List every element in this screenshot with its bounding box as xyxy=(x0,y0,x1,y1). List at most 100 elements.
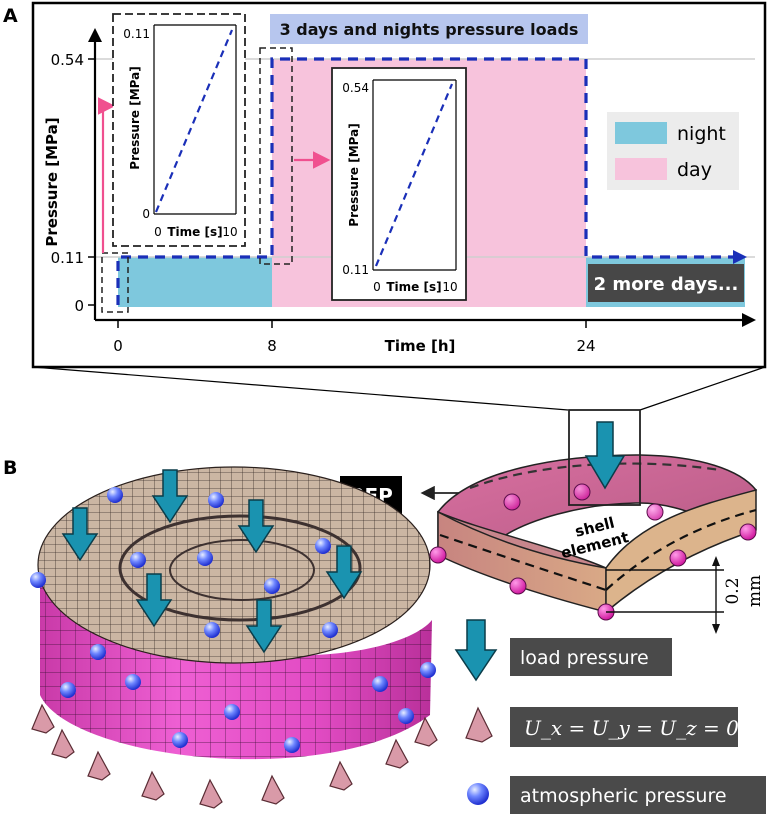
inset1-y-tick: 0.11 xyxy=(123,27,150,41)
shell-midline xyxy=(605,508,757,591)
y-axis-label: Pressure [MPa] xyxy=(43,117,61,246)
inset1-y-tick: 0 xyxy=(142,207,150,221)
zoom-connector-right xyxy=(639,366,766,411)
shell-midline xyxy=(439,533,607,592)
inset1-x-tick: 10 xyxy=(222,225,237,239)
legend-swatch-day xyxy=(615,158,667,180)
atm-sphere-icon xyxy=(90,644,106,660)
y-axis-arrowhead xyxy=(88,28,102,42)
x-tick-label: 0 xyxy=(113,337,123,355)
atm-sphere-icon xyxy=(172,732,188,748)
panel-a-label: A xyxy=(3,5,18,27)
load-arrow-icon xyxy=(584,421,626,490)
night-region xyxy=(118,257,272,307)
inset2-y-tick: 0.11 xyxy=(342,263,369,277)
load-arrow-icon xyxy=(237,499,275,554)
panel-b-label: B xyxy=(3,457,17,479)
inset2-line xyxy=(374,83,454,267)
x-axis-label: Time [h] xyxy=(385,337,456,355)
node-dot xyxy=(573,483,591,501)
mesh-wall-grid xyxy=(40,570,432,760)
mesh-top-inner-ring xyxy=(169,539,315,601)
load-arrow-icon xyxy=(61,507,99,562)
inset2-y-label: Pressure [MPa] xyxy=(347,123,361,226)
legend-load-bg xyxy=(510,638,672,676)
legend-label-night: night xyxy=(677,123,726,145)
atm-sphere-icon xyxy=(322,622,338,638)
more-days-bg xyxy=(588,264,744,302)
atm-sphere-icon xyxy=(30,572,46,588)
x-tick-label: 24 xyxy=(576,337,595,355)
cone-icon xyxy=(141,770,165,801)
cone-icon xyxy=(31,703,55,734)
x-tick-label: 8 xyxy=(267,337,277,355)
inset2-x-tick: 10 xyxy=(442,280,457,294)
atm-sphere-icon xyxy=(315,538,331,554)
mesh-atm-spheres xyxy=(30,487,436,753)
atm-sphere-icon xyxy=(130,552,146,568)
legend-bc-bg xyxy=(510,707,738,747)
chart-legend: night day xyxy=(607,112,739,190)
zoom-connector-left xyxy=(32,366,569,411)
atm-sphere-icon xyxy=(467,783,489,805)
chart-title-bg xyxy=(270,14,588,44)
legend-bc-label: U_x = U_y = U_z = 0 xyxy=(524,716,739,740)
y-tick-label: 0.54 xyxy=(51,51,84,69)
inset-chart-1: 0.11 0 0 10 Time [s] Pressure [MPa] xyxy=(112,13,246,247)
inset-chart-2: 0.54 0.11 0 10 Time [s] Pressure [MPa] xyxy=(331,67,467,301)
cylinder-mesh-model xyxy=(37,466,432,760)
cone-icon xyxy=(385,738,409,769)
load-arrow-icon xyxy=(135,573,173,628)
node-dot xyxy=(429,546,447,564)
mesh-load-arrows xyxy=(61,469,363,654)
atm-sphere-icon xyxy=(264,578,280,594)
inset1-line xyxy=(154,29,234,213)
shell-element: shell element 0.2 mm xyxy=(429,409,765,634)
load-arrow-icon xyxy=(454,619,498,682)
panel-a-frame xyxy=(31,1,767,369)
callout-arrow-inset1 xyxy=(97,97,116,253)
node-dot xyxy=(509,577,527,595)
atm-sphere-icon xyxy=(420,662,436,678)
legend-atm-bg xyxy=(510,776,766,814)
node-dot xyxy=(669,549,687,567)
mesh-bc-cones xyxy=(31,703,438,809)
node-dot xyxy=(739,523,757,541)
zoom-box-start xyxy=(101,252,129,313)
legend-label-day: day xyxy=(677,159,712,181)
inset2-x-label: Time [s] xyxy=(386,280,441,294)
mesh-top-ring xyxy=(118,514,362,622)
cone-icon xyxy=(414,716,438,747)
x-axis-arrowhead xyxy=(742,313,756,327)
thickness-value: 0.2 xyxy=(723,577,743,604)
atm-sphere-icon xyxy=(224,704,240,720)
legend-swatch-night xyxy=(615,122,667,144)
thickness-unit: mm xyxy=(745,575,765,607)
more-days-label: 2 more days... xyxy=(594,274,739,295)
y-tick-label: 0.11 xyxy=(51,249,84,267)
atm-sphere-icon xyxy=(208,492,224,508)
node-dot xyxy=(503,493,521,511)
load-arrow-icon xyxy=(151,469,189,524)
inset2-x-tick: 0 xyxy=(373,280,381,294)
zoom-box-transition xyxy=(259,47,293,265)
cone-icon xyxy=(465,706,493,743)
cone-icon xyxy=(199,778,223,809)
mesh-top xyxy=(37,466,431,664)
cone-icon xyxy=(329,760,353,791)
inset2-y-tick: 0.54 xyxy=(342,81,369,95)
chart-title: 3 days and nights pressure loads xyxy=(280,20,579,39)
atm-sphere-icon xyxy=(284,737,300,753)
shell-zoom-box xyxy=(568,409,641,506)
legend-atm-label: atmospheric pressure xyxy=(520,785,727,807)
atm-sphere-icon xyxy=(197,550,213,566)
node-dot xyxy=(646,503,664,521)
load-arrow-icon xyxy=(245,599,283,654)
inset1-y-label: Pressure [MPa] xyxy=(128,66,142,169)
pressure-series-line xyxy=(116,57,737,305)
load-arrow-icon xyxy=(325,545,363,600)
pressure-series-arrowhead xyxy=(733,250,747,264)
dimension-arrowhead xyxy=(712,556,720,566)
cone-icon xyxy=(261,774,285,805)
atm-sphere-icon xyxy=(125,674,141,690)
